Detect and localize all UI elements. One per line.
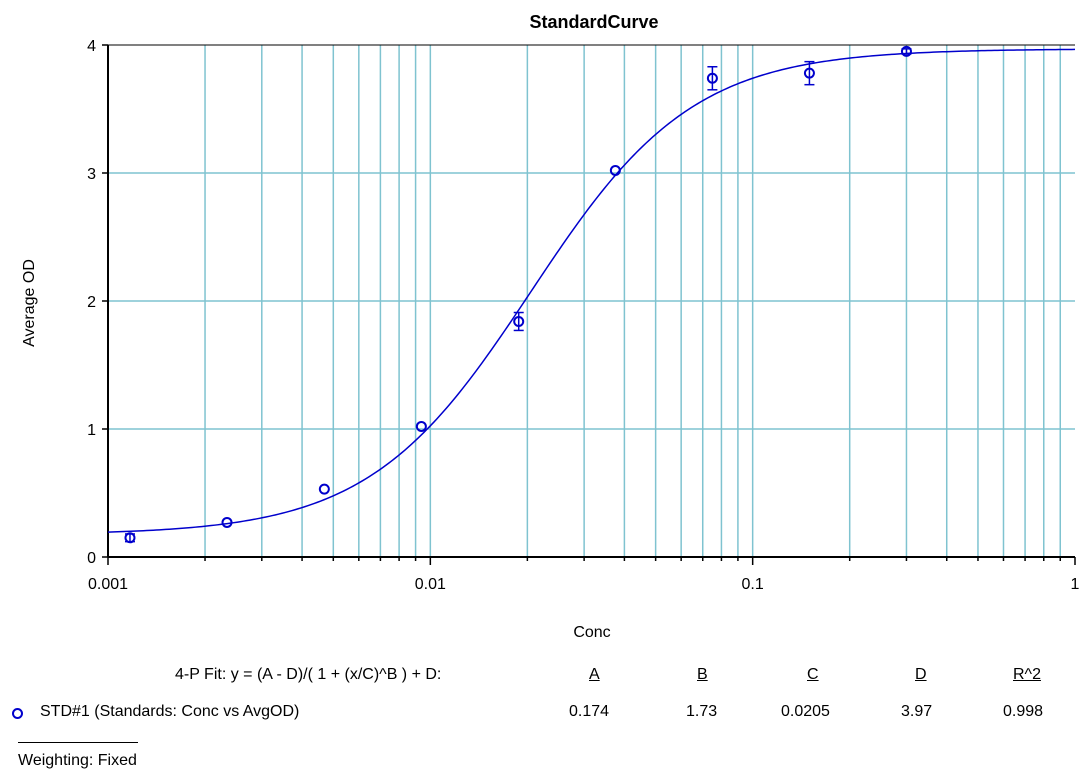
- chart-title: StandardCurve: [529, 12, 658, 32]
- data-point: [609, 164, 621, 176]
- series-row-label: STD#1 (Standards: Conc vs AvgOD): [40, 703, 300, 720]
- x-tick-label: 0.01: [415, 576, 446, 593]
- y-tick-label: 0: [87, 550, 96, 567]
- legend-circle-marker-icon: [12, 708, 23, 719]
- data-point: [900, 45, 912, 57]
- data-point: [221, 516, 233, 528]
- value-c: 0.0205: [781, 703, 830, 720]
- data-point: [124, 532, 136, 544]
- header-r2: R^2: [1013, 666, 1041, 683]
- data-points-layer: [124, 45, 912, 544]
- standard-curve-chart: 0 1 2 3 4 0.001 0.01 0.1 1 StandardCurve Conc Av…: [21, 12, 1080, 641]
- data-point: [415, 420, 427, 432]
- value-a: 0.174: [569, 703, 610, 720]
- data-point: [803, 67, 815, 79]
- grid-lines: [108, 45, 1075, 557]
- y-tick-label: 3: [87, 166, 96, 183]
- header-b: B: [697, 666, 708, 683]
- value-b: 1.73: [686, 703, 718, 720]
- header-c: C: [807, 666, 819, 683]
- y-tick-label: 2: [87, 294, 96, 311]
- y-axis-label: Average OD: [21, 259, 38, 347]
- data-point: [513, 315, 525, 327]
- header-a: A: [589, 666, 600, 683]
- x-tick-label: 1: [1071, 576, 1080, 593]
- data-point: [318, 483, 330, 495]
- fit-equation-label: 4-P Fit: y = (A - D)/( 1 + (x/C)^B ) + D…: [175, 666, 442, 683]
- weighting-label: Weighting: Fixed: [18, 752, 137, 769]
- x-tick-label: 0.001: [88, 576, 128, 593]
- data-point: [706, 72, 718, 84]
- value-r2: 0.998: [1003, 703, 1044, 720]
- y-tick-label: 1: [87, 422, 96, 439]
- y-tick-label: 4: [87, 38, 96, 55]
- fit-parameters-table: 4-P Fit: y = (A - D)/( 1 + (x/C)^B ) + D…: [0, 666, 1081, 726]
- fit-curve-layer: [107, 48, 1076, 533]
- value-d: 3.97: [901, 703, 933, 720]
- separator-line: [18, 742, 138, 743]
- x-tick-label: 0.1: [742, 576, 764, 593]
- header-d: D: [915, 666, 927, 683]
- x-axis-label: Conc: [573, 624, 610, 641]
- fit-curve: [107, 48, 1076, 533]
- axes: 0 1 2 3 4 0.001 0.01 0.1 1: [87, 38, 1079, 593]
